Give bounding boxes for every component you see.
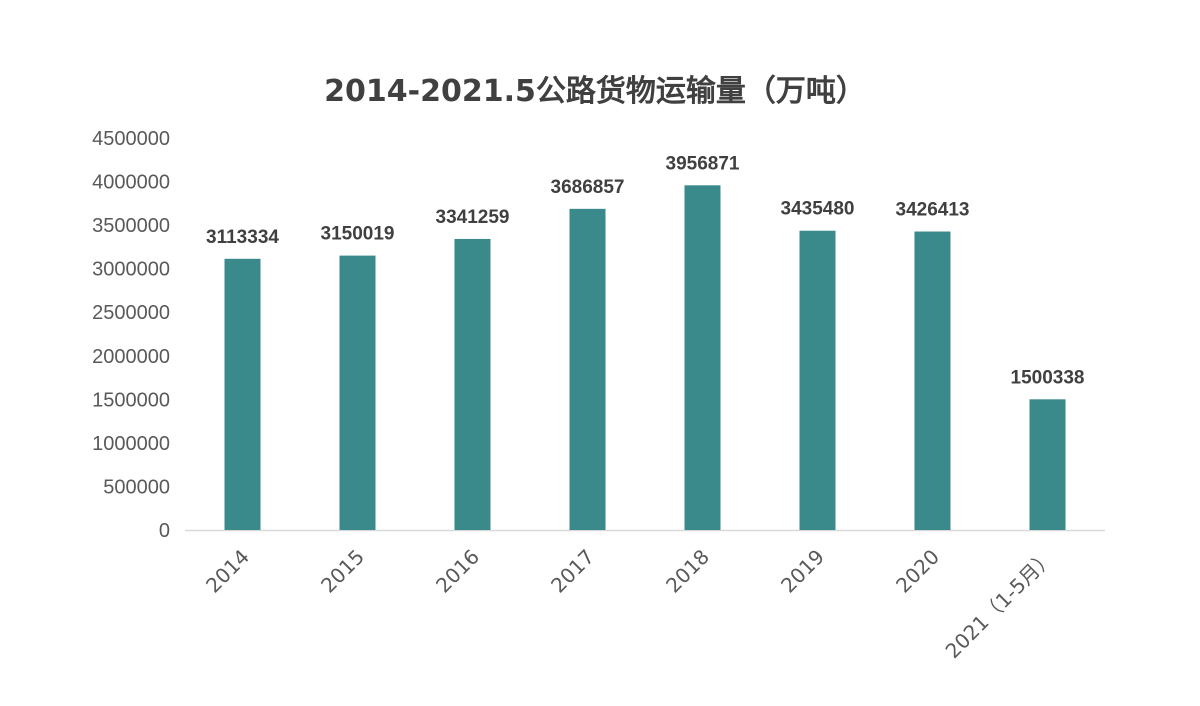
data-label: 3956871 <box>666 153 740 174</box>
y-tick-label: 2000000 <box>92 346 170 368</box>
y-tick-label: 1500000 <box>92 389 170 411</box>
data-label: 3341259 <box>436 207 510 228</box>
data-label: 1500338 <box>1011 367 1085 388</box>
data-label: 3113334 <box>206 227 279 248</box>
bar-2018 <box>684 185 721 531</box>
bar-2020 <box>914 231 951 530</box>
bar-2017 <box>569 208 606 530</box>
x-tick-label: 2014 <box>201 545 254 598</box>
y-tick-label: 500000 <box>103 476 170 498</box>
data-label: 3426413 <box>896 200 970 221</box>
data-label: 3150019 <box>321 224 395 245</box>
data-label: 3435480 <box>781 199 855 220</box>
x-tick-label: 2020 <box>891 545 944 598</box>
x-tick-label: 2017 <box>546 545 599 598</box>
y-tick-label: 1000000 <box>92 433 170 455</box>
y-tick-label: 2500000 <box>92 302 170 324</box>
bar-2015 <box>339 255 376 531</box>
y-tick-label: 4000000 <box>92 172 170 194</box>
x-tick-label: 2016 <box>431 545 484 598</box>
y-tick-label: 3500000 <box>92 215 170 237</box>
y-tick-label: 4500000 <box>92 128 170 150</box>
bar-2021 <box>1029 399 1066 530</box>
y-tick-label: 3000000 <box>92 259 170 281</box>
y-tick-label: 0 <box>159 520 170 542</box>
x-tick-label: 2021（1-5月） <box>941 545 1059 663</box>
bar-2014 <box>224 258 261 530</box>
x-tick-label: 2018 <box>661 545 714 598</box>
chart-title: 2014-2021.5公路货物运输量（万吨） <box>324 74 866 109</box>
bar-2016 <box>454 238 491 530</box>
bar-2019 <box>799 230 836 531</box>
data-label: 3686857 <box>551 177 625 198</box>
x-tick-label: 2019 <box>776 545 829 598</box>
x-tick-label: 2015 <box>316 545 369 598</box>
